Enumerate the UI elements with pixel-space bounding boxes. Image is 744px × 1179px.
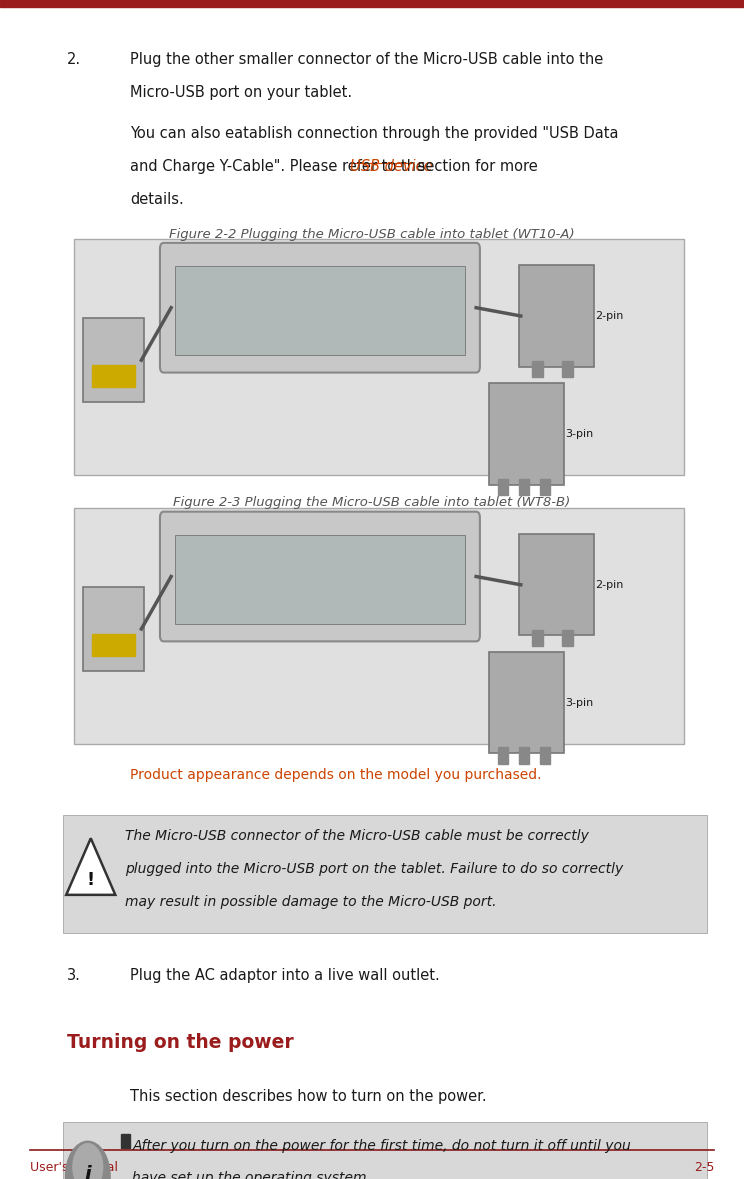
Bar [519, 747, 529, 764]
Text: details.: details. [130, 192, 184, 208]
Text: 2-5: 2-5 [694, 1161, 714, 1174]
Text: plugged into the Micro-USB port on the tablet. Failure to do so correctly: plugged into the Micro-USB port on the t… [125, 862, 623, 876]
FancyBboxPatch shape [74, 508, 684, 744]
FancyBboxPatch shape [63, 815, 707, 933]
Circle shape [73, 1144, 103, 1179]
Text: Figure 2-3 Plugging the Micro-USB cable into tablet (WT8-B): Figure 2-3 Plugging the Micro-USB cable … [173, 496, 571, 509]
FancyBboxPatch shape [83, 318, 144, 402]
Bar [498, 479, 508, 495]
Bar [92, 634, 135, 656]
Text: 3.: 3. [67, 968, 81, 983]
Text: You can also eatablish connection through the provided "USB Data: You can also eatablish connection throug… [130, 126, 619, 141]
FancyBboxPatch shape [63, 1122, 707, 1179]
FancyBboxPatch shape [519, 265, 594, 367]
Text: 2-pin: 2-pin [595, 580, 623, 590]
Text: Plug the AC adaptor into a live wall outlet.: Plug the AC adaptor into a live wall out… [130, 968, 440, 983]
Text: After you turn on the power for the first time, do not turn it off until you: After you turn on the power for the firs… [132, 1139, 631, 1153]
Text: 3-pin: 3-pin [565, 429, 594, 439]
FancyBboxPatch shape [489, 652, 564, 753]
Text: This section describes how to turn on the power.: This section describes how to turn on th… [130, 1089, 487, 1105]
Bar [532, 361, 543, 377]
FancyBboxPatch shape [160, 243, 480, 373]
Bar [92, 365, 135, 387]
Text: User's Manual: User's Manual [30, 1161, 118, 1174]
Bar [540, 747, 550, 764]
Text: Product appearance depends on the model you purchased.: Product appearance depends on the model … [130, 768, 542, 782]
Text: !: ! [87, 870, 94, 889]
FancyBboxPatch shape [519, 534, 594, 635]
Text: USB device: USB device [350, 159, 432, 174]
Bar [540, 479, 550, 495]
Bar [562, 361, 573, 377]
Bar [0, 0, 744, 7]
Text: and Charge Y-Cable". Please refer to the: and Charge Y-Cable". Please refer to the [130, 159, 430, 174]
Text: 3-pin: 3-pin [565, 698, 594, 707]
Text: section for more: section for more [413, 159, 538, 174]
FancyBboxPatch shape [74, 239, 684, 475]
Circle shape [65, 1141, 110, 1179]
FancyBboxPatch shape [83, 587, 144, 671]
Text: may result in possible damage to the Micro-USB port.: may result in possible damage to the Mic… [125, 895, 496, 909]
Bar [175, 535, 465, 624]
FancyBboxPatch shape [160, 512, 480, 641]
Text: Plug the other smaller connector of the Micro-USB cable into the: Plug the other smaller connector of the … [130, 52, 603, 67]
Text: The Micro-USB connector of the Micro-USB cable must be correctly: The Micro-USB connector of the Micro-USB… [125, 829, 589, 843]
Text: i: i [85, 1165, 91, 1179]
Text: 2-pin: 2-pin [595, 311, 623, 321]
Text: Micro-USB port on your tablet.: Micro-USB port on your tablet. [130, 85, 353, 100]
Text: 2.: 2. [67, 52, 81, 67]
Bar [562, 630, 573, 646]
Bar [532, 630, 543, 646]
Bar [519, 479, 529, 495]
Text: have set up the operating system.: have set up the operating system. [132, 1171, 371, 1179]
Bar [175, 266, 465, 355]
Bar [121, 1134, 130, 1148]
Text: Figure 2-2 Plugging the Micro-USB cable into tablet (WT10-A): Figure 2-2 Plugging the Micro-USB cable … [169, 228, 575, 241]
FancyBboxPatch shape [489, 383, 564, 485]
Polygon shape [66, 838, 115, 895]
Text: Turning on the power: Turning on the power [67, 1033, 294, 1052]
Bar [498, 747, 508, 764]
